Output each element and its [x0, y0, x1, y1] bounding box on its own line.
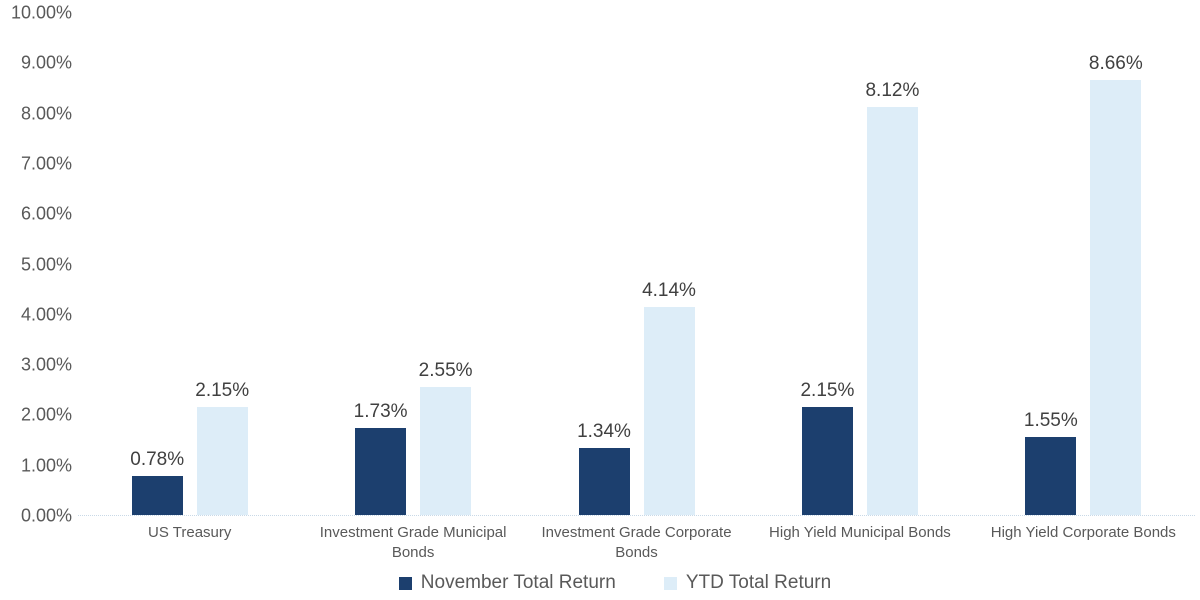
bar-pair: 1.34% 4.14% [525, 13, 748, 515]
bar-pair: 0.78% 2.15% [78, 13, 301, 515]
legend-swatch-icon [663, 576, 677, 590]
y-tick-label: 2.00% [20, 404, 72, 425]
bar-ytd-total-return: 8.66% [1089, 53, 1143, 515]
bar-pair: 2.15% 8.12% [748, 13, 971, 515]
y-tick-label: 1.00% [20, 455, 72, 476]
category-label: Investment Grade Municipal Bonds [319, 524, 507, 562]
bar-pair: 1.55% 8.66% [972, 13, 1195, 515]
legend-item-ytd-total-return: YTD Total Return [663, 572, 832, 594]
data-label: 1.55% [1023, 410, 1078, 432]
y-tick-label: 0.00% [20, 505, 72, 526]
y-tick-label: 9.00% [20, 52, 72, 73]
bar-group: 0.78% 2.15% US Treasury [78, 13, 301, 541]
legend: November Total Return YTD Total Return [30, 572, 1200, 594]
legend-swatch-icon [398, 576, 412, 590]
plot-area: 0.78% 2.15% US Treasury 1.73% 2.55% Investmen… [78, 13, 1195, 561]
bar-ytd-total-return: 4.14% [642, 280, 696, 515]
bar-pair: 1.73% 2.55% [301, 13, 524, 515]
category-label: High Yield Corporate Bonds [990, 524, 1176, 541]
data-label: 0.78% [130, 448, 185, 470]
y-tick-label: 6.00% [20, 203, 72, 224]
legend-item-november-total-return: November Total Return [398, 572, 616, 594]
legend-label: November Total Return [420, 572, 616, 593]
plot-groups: 0.78% 2.15% US Treasury 1.73% 2.55% Investmen… [78, 13, 1195, 561]
data-label: 2.15% [800, 380, 855, 402]
data-label: 2.15% [195, 380, 250, 402]
bar-november-total-return: 1.73% [354, 401, 408, 515]
category-label: High Yield Municipal Bonds [769, 524, 951, 541]
bar-group: 1.55% 8.66% High Yield Corporate Bonds [972, 13, 1195, 541]
category-label: US Treasury [148, 524, 232, 541]
data-label: 8.66% [1088, 53, 1143, 75]
bar-november-total-return: 0.78% [130, 449, 184, 515]
bar-november-total-return: 1.34% [577, 421, 631, 515]
data-label: 2.55% [418, 360, 473, 381]
y-tick-label: 5.00% [20, 254, 72, 274]
bar-group: 1.73% 2.55% Investment Grade Municipal Bon… [301, 13, 524, 561]
y-tick-label: 4.00% [20, 304, 72, 325]
bar-ytd-total-return: 2.55% [419, 360, 473, 515]
data-label: 8.12% [865, 80, 920, 102]
bar-ytd-total-return: 8.12% [865, 80, 919, 515]
data-label: 4.14% [642, 280, 696, 302]
legend-label: YTD Total Return [685, 572, 832, 593]
bar-group: 1.34% 4.14% Investment Grade Corporate Bon… [525, 13, 748, 561]
bar-group: 2.15% 8.12% High Yield Municipal Bonds [748, 13, 971, 541]
y-tick-label: 10.00% [10, 2, 72, 23]
y-tick-label: 7.00% [20, 153, 72, 174]
data-label: 1.34% [577, 420, 631, 442]
y-tick-label: 3.00% [20, 354, 72, 375]
y-axis: 0.00% 1.00% 2.00% 3.00% 4.00% 5.00% 6.00% 7.00%… [0, 3, 72, 526]
category-label: Investment Grade Corporate Bonds [541, 524, 732, 562]
bar-november-total-return: 1.55% [1024, 410, 1078, 515]
bar-ytd-total-return: 2.15% [195, 380, 249, 515]
data-label: 1.73% [353, 401, 408, 423]
bar-november-total-return: 2.15% [800, 380, 854, 515]
y-tick-label: 8.00% [20, 103, 72, 124]
